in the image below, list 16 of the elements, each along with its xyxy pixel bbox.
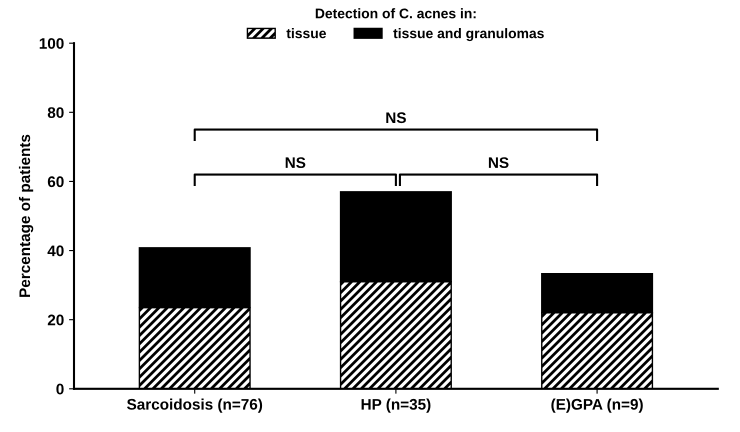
x-tick-label: (E)GPA (n=9) <box>551 398 643 413</box>
x-tick-label: HP (n=35) <box>362 398 430 413</box>
y-tick-label: 40 <box>48 245 64 256</box>
y-tick-label: 60 <box>48 176 64 188</box>
annotation: NS <box>386 112 406 124</box>
y-axis-title: Percentage of patients <box>18 134 34 297</box>
y-tick-label: 100 <box>40 38 64 49</box>
legend-label: tissue <box>286 28 326 38</box>
legend-label: tissue and granulomas <box>393 28 544 42</box>
x-tick-label: Sarcoidosis (n=76) <box>127 398 262 413</box>
y-tick-label: 0 <box>56 384 64 394</box>
annotation: NS <box>286 157 306 168</box>
y-tick-label: 80 <box>48 107 64 118</box>
y-tick-label: 20 <box>48 314 64 326</box>
legend-title: Detection of C. acnes in: <box>316 8 476 18</box>
annotation: NS <box>488 157 509 168</box>
